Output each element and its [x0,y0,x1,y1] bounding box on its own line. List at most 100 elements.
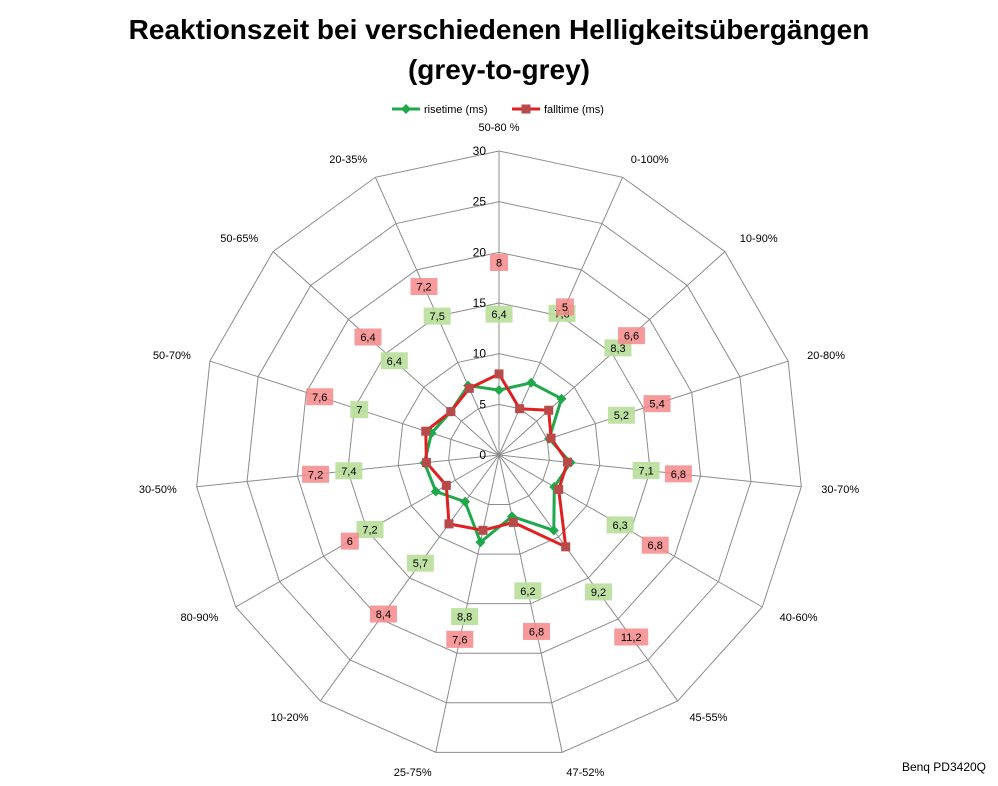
grid-ring-20 [296,251,702,654]
data-label-bg [606,516,634,534]
category-label: 80-90% [180,612,218,624]
category-label: 50-70% [153,350,191,362]
data-point [475,537,486,548]
data-label-bg [356,520,384,538]
category-label: 10-90% [740,233,778,245]
series-falltime [421,369,573,552]
data-label: 6,4 [491,309,506,321]
data-label-bg [555,298,574,316]
legend-marker [521,104,531,114]
data-point [446,407,456,417]
data-label-bg [641,536,669,554]
data-label-bg [607,406,635,424]
grid-spoke [319,454,500,702]
data-point [441,480,451,490]
grid-ring-15 [347,302,651,605]
data-label: 7,2 [416,282,431,294]
data-label: 8,8 [457,612,472,624]
data-label-bg [584,583,612,601]
data-label: 8,4 [376,609,391,621]
data-label: 6,8 [529,626,544,638]
grid-ring-10 [397,353,601,555]
data-point [515,404,525,414]
category-label: 30-70% [821,484,859,496]
data-label-bg [614,628,649,646]
category-label: 47-52% [566,767,604,779]
data-label-bg [369,605,397,623]
category-label: 30-50% [139,484,177,496]
data-point [526,377,537,388]
data-label: 7,4 [341,466,356,478]
data-label-bg [406,554,434,572]
data-label-bg [423,307,451,325]
data-point [430,486,441,497]
grid-spoke [498,454,679,702]
data-point [556,393,567,404]
data-label: 7,6 [452,634,467,646]
category-label: 50-80 % [479,122,520,134]
legend: risetime (ms) falltime (ms) [392,104,604,116]
grid-ring-30 [196,150,802,753]
data-label: 6,3 [612,520,627,532]
data-point [421,426,431,436]
data-label-bg [350,401,369,419]
category-label: 20-35% [329,154,367,166]
tick-label: 0 [479,448,486,462]
data-label-bg [410,278,438,296]
category-label: 20-80% [807,350,845,362]
data-label-bg [302,465,330,483]
data-point [561,542,571,552]
legend-entry: risetime (ms) [424,104,488,116]
data-point [546,433,556,443]
data-label-bg [514,582,542,600]
data-label: 6 [347,536,353,548]
category-label: 10-20% [271,712,309,724]
data-label: 7,2 [362,524,377,536]
chart-title-line2: (grey-to-grey) [407,54,590,85]
category-label: 25-75% [394,767,432,779]
legend-marker [401,104,411,114]
data-label: 8,3 [610,343,625,355]
tick-label: 5 [479,397,486,411]
data-label-bg [446,630,474,648]
data-label-bg [490,253,508,271]
data-label-bg [340,532,359,550]
grid-ring-5 [448,403,550,506]
data-point [494,369,504,379]
data-label: 5,2 [614,410,629,422]
radar-grid [196,150,802,753]
data-label: 7,6 [312,392,327,404]
radial-tick-labels: 0 5 10 15 20 25 30 [473,144,487,462]
chart-title: Reaktionszeit bei verschiedenen Helligke… [0,10,998,90]
category-labels: 50-80 % 0-100% 10-90% 20-80% 30-70% 40-60% 45-… [139,122,860,779]
data-label: 6,2 [520,586,535,598]
data-label: 6,8 [671,469,686,481]
data-point [421,458,431,468]
data-label-bg [380,352,408,370]
data-label: 6,6 [624,331,639,343]
tick-label: 15 [473,296,487,310]
data-label: 7,1 [638,465,653,477]
tick-label: 25 [473,195,487,209]
category-label: 45-55% [689,712,727,724]
data-label: 7 [356,405,362,417]
data-label: 6,4 [387,356,402,368]
data-label: 6,4 [360,332,375,344]
data-label: 9,2 [591,587,606,599]
grid-ring-25 [246,201,752,704]
category-label: 50-65% [220,233,258,245]
data-point [548,525,559,536]
data-point [444,519,454,529]
data-label-bg [632,461,660,479]
grid-spoke [498,454,563,753]
data-label: 5,4 [649,399,664,411]
grid-spoke [435,454,500,753]
data-point [494,385,504,396]
data-point [508,517,518,527]
category-label: 0-100% [631,154,669,166]
series-line [422,381,573,544]
data-label-bg [485,305,513,323]
data-point [464,383,474,393]
series-line [424,372,570,549]
